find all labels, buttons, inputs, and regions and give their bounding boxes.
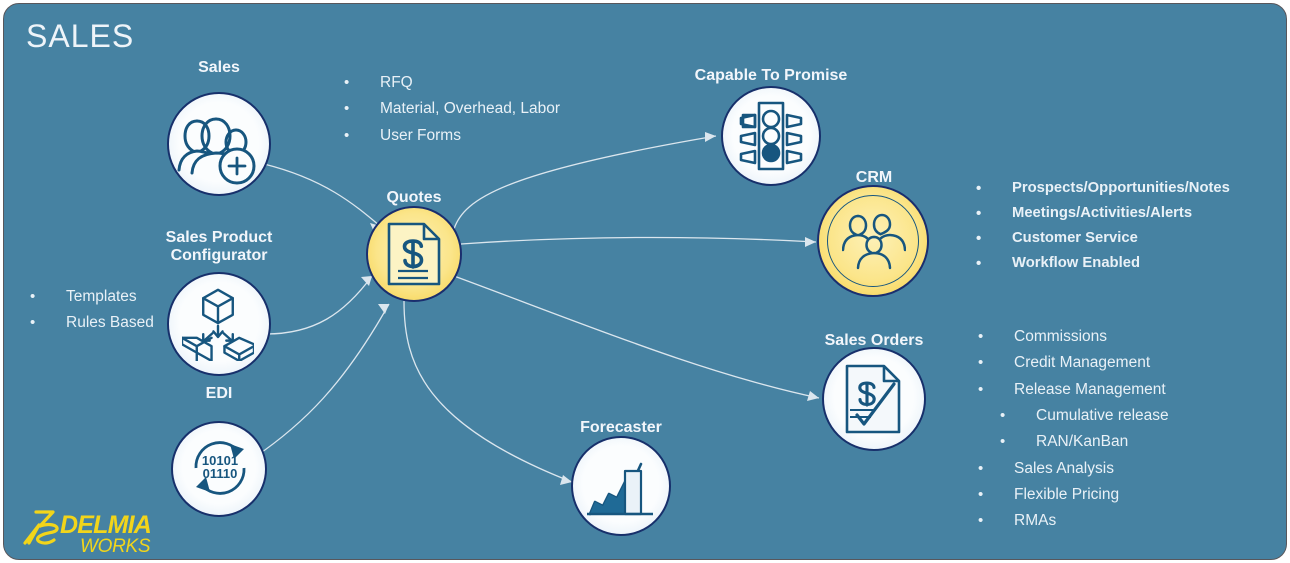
svg-text:01110: 01110: [203, 466, 238, 481]
svg-text:DELMIA: DELMIA: [60, 511, 151, 539]
svg-text:WORKS: WORKS: [80, 536, 151, 557]
